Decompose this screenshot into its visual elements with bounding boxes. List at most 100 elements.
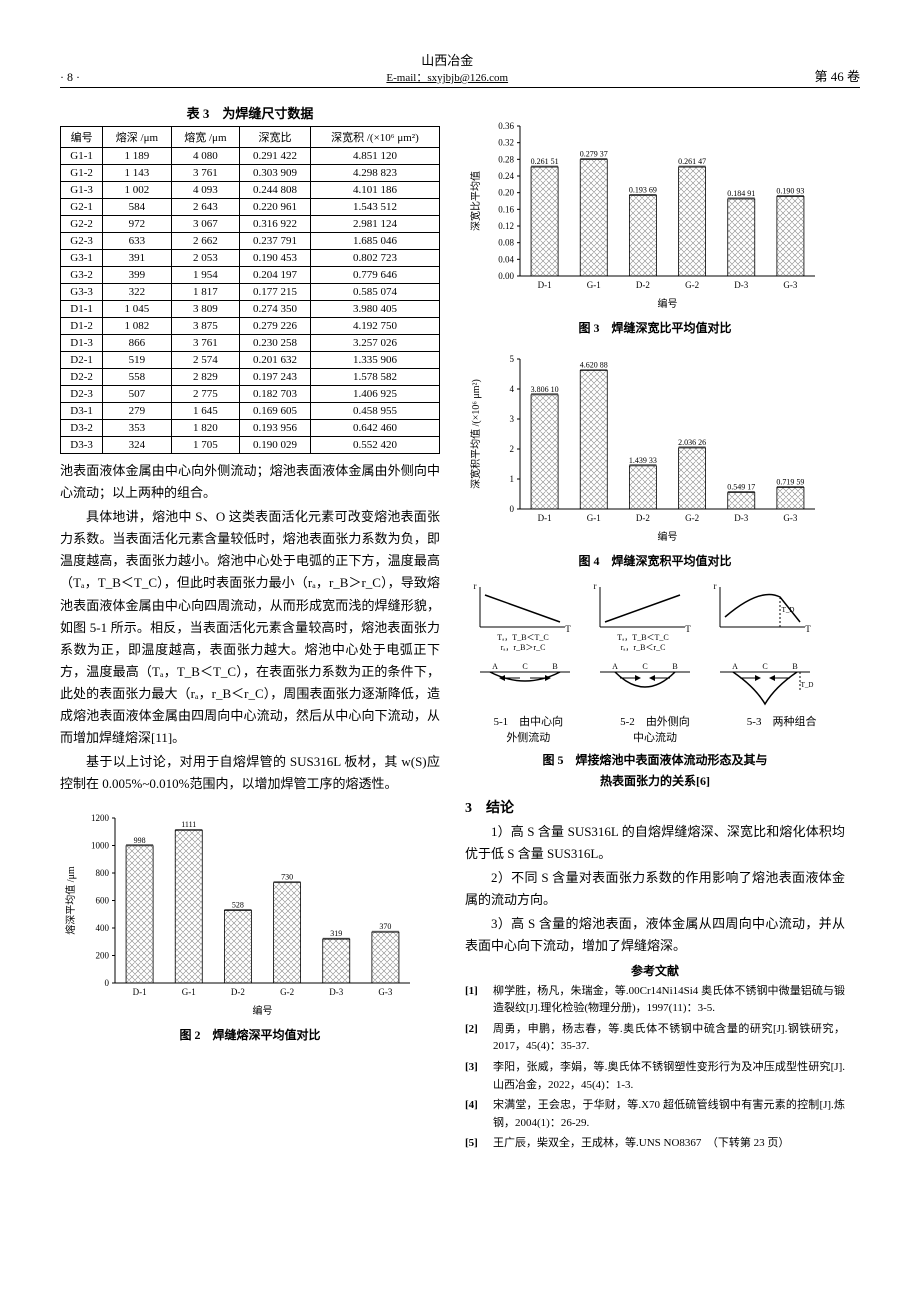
svg-text:0.28: 0.28 (498, 154, 514, 164)
svg-text:4.620 88: 4.620 88 (580, 360, 608, 369)
svg-text:Tₐ，T_B＜T_C: Tₐ，T_B＜T_C (617, 633, 669, 642)
svg-text:深宽比平均值: 深宽比平均值 (469, 171, 482, 231)
fig3-caption: 图 3 焊缝深宽比平均值对比 (465, 319, 845, 336)
conclusion-2: 2）不同 S 含量对表面张力系数的作用影响了熔池表面液体金属的流动方向。 (465, 867, 845, 911)
page-number: · 8 · (60, 70, 80, 85)
svg-text:编号: 编号 (658, 297, 678, 310)
svg-text:1.439 33: 1.439 33 (629, 456, 657, 465)
para3: 基于以上讨论，对用于自熔焊管的 SUS316L 板材，其 w(S)应控制在 0.… (60, 751, 440, 795)
svg-text:D-3: D-3 (734, 280, 748, 290)
svg-text:0.279 37: 0.279 37 (580, 150, 608, 159)
para2: 具体地讲，熔池中 S、O 这类表面活化元素可改变熔池表面张力系数。当表面活化元素… (60, 506, 440, 749)
svg-text:G-3: G-3 (783, 513, 797, 523)
svg-text:0.193 69: 0.193 69 (629, 185, 657, 194)
svg-text:200: 200 (96, 951, 110, 961)
svg-text:D-2: D-2 (636, 280, 650, 290)
svg-text:G-2: G-2 (685, 513, 699, 523)
svg-text:3: 3 (510, 414, 515, 424)
section3-title: 3 结论 (465, 797, 845, 817)
svg-text:528: 528 (232, 901, 244, 910)
svg-text:0: 0 (510, 504, 515, 514)
fig5-caption-l2: 热表面张力的关系[6] (465, 772, 845, 789)
svg-text:600: 600 (96, 896, 110, 906)
svg-text:C: C (762, 662, 767, 671)
svg-text:0.32: 0.32 (498, 138, 514, 148)
svg-text:T: T (565, 624, 571, 634)
svg-text:2.036 26: 2.036 26 (678, 438, 706, 447)
email-link[interactable]: E-mail：sxyjbjb@126.com (386, 72, 508, 84)
svg-text:0.24: 0.24 (498, 171, 514, 181)
svg-text:深宽积平均值 /(×10⁶ μm²): 深宽积平均值 /(×10⁶ μm²) (469, 379, 482, 489)
svg-text:0.16: 0.16 (498, 204, 514, 214)
svg-text:730: 730 (281, 873, 293, 882)
svg-text:B: B (552, 662, 557, 671)
fig5-sub3-l1: 两种组合 (772, 716, 816, 728)
svg-text:r: r (594, 581, 597, 591)
svg-text:1000: 1000 (91, 841, 110, 851)
conclusions: 1）高 S 含量 SUS316L 的自熔焊缝熔深、深宽比和熔化体积均优于低 S … (465, 821, 845, 958)
svg-text:0.08: 0.08 (498, 238, 514, 248)
svg-text:1: 1 (510, 474, 515, 484)
svg-text:0.00: 0.00 (498, 271, 514, 281)
svg-text:C: C (522, 662, 527, 671)
svg-text:B: B (792, 662, 797, 671)
svg-text:G-1: G-1 (587, 280, 601, 290)
svg-text:0.261 47: 0.261 47 (678, 157, 706, 166)
svg-text:0.190 93: 0.190 93 (776, 186, 804, 195)
svg-text:T: T (685, 624, 691, 634)
svg-text:800: 800 (96, 868, 110, 878)
svg-text:Tₐ，T_B＜T_C: Tₐ，T_B＜T_C (497, 633, 549, 642)
svg-text:0.04: 0.04 (498, 254, 514, 264)
fig5-sub2-l1: 由外侧向 (646, 716, 690, 728)
fig2-caption: 图 2 焊缝熔深平均值对比 (60, 1026, 440, 1043)
svg-text:编号: 编号 (253, 1004, 273, 1017)
svg-text:0.184 91: 0.184 91 (727, 189, 755, 198)
svg-text:G-2: G-2 (280, 987, 294, 997)
svg-text:G-1: G-1 (182, 987, 196, 997)
volume-label: 第 46 卷 (814, 66, 860, 85)
svg-text:3.806 10: 3.806 10 (531, 385, 559, 394)
svg-text:1200: 1200 (91, 813, 110, 823)
svg-text:A: A (732, 662, 738, 671)
svg-text:G-3: G-3 (783, 280, 797, 290)
svg-text:D-1: D-1 (133, 987, 147, 997)
svg-text:A: A (612, 662, 618, 671)
svg-text:D-2: D-2 (231, 987, 245, 997)
table3: 编号熔深 /μm熔宽 /μm深宽比深宽积 /(×10⁶ μm²) G1-11 1… (60, 126, 440, 454)
svg-text:D-3: D-3 (329, 987, 343, 997)
svg-text:rₐ，r_B＜r_C: rₐ，r_B＜r_C (621, 643, 666, 652)
table3-caption: 表 3 为焊缝尺寸数据 (60, 103, 440, 122)
page-header: · 8 · 山西冶金 E-mail：sxyjbjb@126.com 第 46 卷 (60, 50, 860, 88)
svg-text:r: r (714, 581, 717, 591)
header-center: 山西冶金 E-mail：sxyjbjb@126.com (386, 50, 508, 85)
svg-text:D-2: D-2 (636, 513, 650, 523)
svg-text:0.549 17: 0.549 17 (727, 483, 755, 492)
conclusion-3: 3）高 S 含量的熔池表面，液体金属从四周向中心流动，并从表面中心向下流动，增加… (465, 913, 845, 957)
body-text-block: 池表面液体金属由中心向外侧流动；熔池表面液体金属由外侧向中心流动；以上两种的组合… (60, 460, 440, 795)
svg-text:370: 370 (379, 923, 391, 932)
fig5-diagram: rTrTrTT_DTₐ，T_B＜T_Crₐ，r_B＞r_CTₐ，T_B＜T_Cr… (465, 577, 845, 789)
svg-text:0.12: 0.12 (498, 221, 514, 231)
svg-text:A: A (492, 662, 498, 671)
svg-text:D-3: D-3 (734, 513, 748, 523)
fig4-caption: 图 4 焊缝深宽积平均值对比 (465, 552, 845, 569)
svg-text:T: T (805, 624, 811, 634)
svg-text:319: 319 (330, 930, 342, 939)
svg-text:G-2: G-2 (685, 280, 699, 290)
svg-text:B: B (672, 662, 677, 671)
refs-title: 参考文献 (465, 962, 845, 979)
references: [1]柳学胜，杨凡，朱瑞金，等.00Cr14Ni14Si4 奥氏体不锈钢中微量铝… (465, 983, 845, 1153)
svg-text:400: 400 (96, 923, 110, 933)
journal-name: 山西冶金 (386, 50, 508, 69)
fig3-chart: 0.000.040.080.120.160.200.240.280.320.36… (465, 111, 845, 336)
svg-text:4: 4 (510, 384, 515, 394)
para1: 池表面液体金属由中心向外侧流动；熔池表面液体金属由外侧向中心流动；以上两种的组合… (60, 460, 440, 504)
fig5-caption-l1: 图 5 焊接熔池中表面液体流动形态及其与 (465, 751, 845, 768)
svg-text:D-1: D-1 (538, 513, 552, 523)
svg-text:D-1: D-1 (538, 280, 552, 290)
svg-text:T_D: T_D (782, 606, 795, 614)
conclusion-1: 1）高 S 含量 SUS316L 的自熔焊缝熔深、深宽比和熔化体积均优于低 S … (465, 821, 845, 865)
fig5-sub1-num: 5-1 (493, 716, 508, 728)
svg-text:998: 998 (134, 836, 146, 845)
fig5-sublabels: 5-1 由中心向外侧流动 5-2 由外侧向中心流动 5-3 两种组合 (465, 713, 845, 745)
